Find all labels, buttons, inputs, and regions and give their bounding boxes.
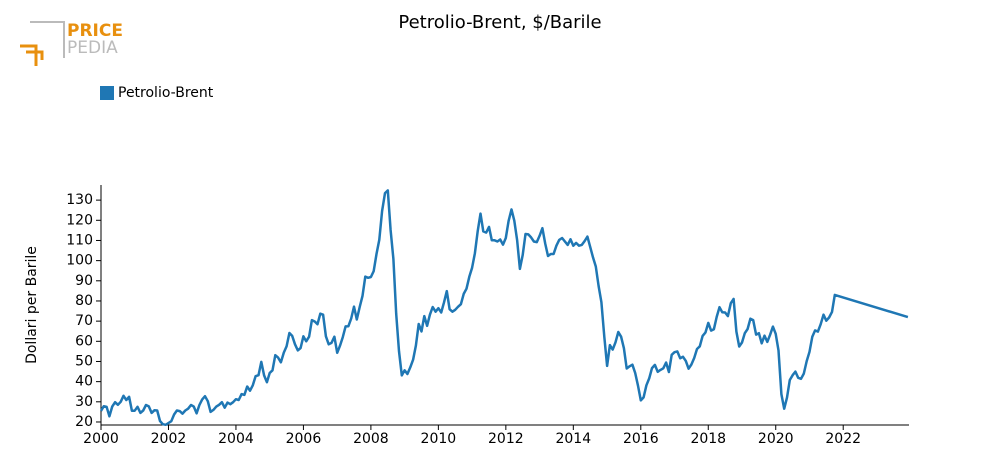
x-tick-label: 2008 [353,431,389,447]
logo-mark [20,44,44,66]
y-tick-label: 110 [66,232,93,248]
y-tick-label: 40 [75,374,93,390]
logo-frame [30,21,65,58]
x-tick-label: 2022 [825,431,861,447]
y-axis-label: Dollari per Barile [24,246,40,364]
x-tick-label: 2016 [623,431,659,447]
x-tick-label: 2010 [421,431,457,447]
chart-title: Petrolio-Brent, $/Barile [398,12,601,33]
y-tick-label: 60 [75,333,93,349]
x-tick-label: 2018 [690,431,726,447]
y-tick-label: 100 [66,253,93,269]
legend-swatch [100,86,114,100]
x-tick-label: 2002 [151,431,187,447]
logo-bottom: PEDIA [67,38,118,58]
y-tick-label: 90 [75,273,93,289]
x-tick-label: 2006 [286,431,322,447]
x-tick-label: 2014 [555,431,591,447]
x-tick-label: 2004 [218,431,254,447]
x-tick-label: 2012 [488,431,524,447]
y-tick-label: 70 [75,313,93,329]
x-tick-label: 2000 [83,431,119,447]
y-tick-label: 50 [75,353,93,369]
data-line [99,189,909,427]
y-tick-label: 130 [66,192,93,208]
y-tick-label: 30 [75,394,93,410]
legend-label: Petrolio-Brent [118,85,214,101]
logo: PRICE PEDIA [20,21,123,66]
x-tick-label: 2020 [758,431,794,447]
y-tick-label: 120 [66,212,93,228]
logo-top: PRICE [67,21,123,41]
y-tick-label: 20 [75,414,93,430]
y-tick-label: 80 [75,293,93,309]
